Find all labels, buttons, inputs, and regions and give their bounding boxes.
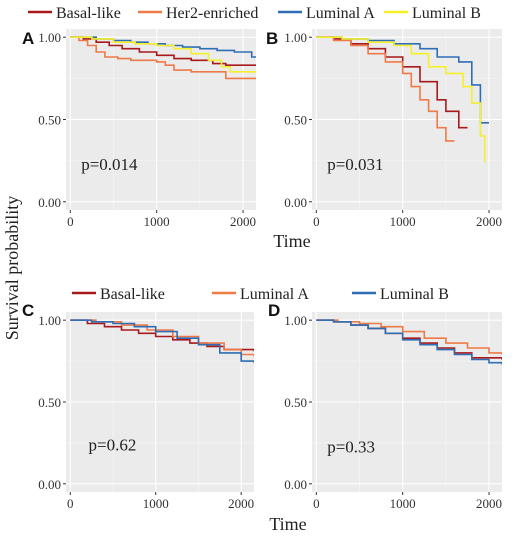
series-line-luminal-b [316, 319, 502, 365]
x-tick-label: 1000 [390, 496, 416, 511]
x-tick-label: 2000 [476, 496, 502, 511]
p-value: p=0.031 [327, 155, 383, 174]
panel-label: B [266, 29, 278, 48]
y-axis-label: Survival probability [2, 196, 22, 340]
x-tick-label: 2000 [476, 214, 502, 229]
y-tick-label: 0.00 [284, 195, 307, 210]
y-tick-label: 0.00 [38, 195, 61, 210]
x-tick-label: 1000 [390, 214, 416, 229]
panel-d: 0 1000 2000 0.00 0.50 1.00 p=0.33 D [268, 301, 502, 511]
x-tick-label: 0 [67, 214, 74, 229]
x-tick-label: 0 [313, 496, 320, 511]
y-tick-label: 0.50 [284, 395, 307, 410]
y-tick-label: 0.50 [284, 113, 307, 128]
panel-label: C [22, 301, 34, 320]
y-tick-label: 1.00 [38, 313, 61, 328]
series-line-luminal-b [316, 36, 486, 163]
series-line-luminal-a [316, 319, 502, 355]
p-value: p=0.62 [89, 436, 137, 455]
panel-label: A [22, 29, 34, 48]
x-tick-label: 1000 [143, 496, 169, 511]
x-tick-label: 2000 [228, 496, 254, 511]
legend-label-2: Her2-enriched [166, 5, 258, 22]
panel-c: 0 1000 2000 0.00 0.50 1.00 p=0.62 C [22, 301, 254, 511]
legend-label-3: Luminal B [380, 286, 449, 303]
y-tick-label: 0.00 [284, 477, 307, 492]
p-value: p=0.33 [327, 437, 375, 456]
legend-label-4: Luminal B [412, 5, 481, 22]
series-line-her2-enriched [316, 36, 455, 142]
legend-top: Basal-like Her2-enriched Luminal A Luminal … [28, 5, 481, 22]
legend-bottom: Basal-like Luminal A Luminal B [72, 286, 449, 303]
panel-label: D [268, 301, 280, 320]
y-tick-label: 1.00 [284, 30, 307, 45]
series-line-luminal-b [70, 36, 256, 74]
y-tick-label: 0.50 [38, 113, 61, 128]
x-tick-label: 0 [313, 214, 320, 229]
legend-label-3: Luminal A [306, 5, 375, 22]
y-tick-label: 1.00 [38, 30, 61, 45]
panels: 0 1000 2000 0.00 0.50 1.00 p=0.014 A 0 1000 2000 0.… [22, 29, 502, 511]
y-tick-label: 0.50 [38, 395, 61, 410]
y-tick-label: 1.00 [284, 313, 307, 328]
top-x-axis-label: Time [273, 231, 310, 251]
x-tick-label: 2000 [230, 214, 256, 229]
series-line-basal-like [70, 36, 256, 66]
legend-label-2: Luminal A [240, 286, 309, 303]
panel-a: 0 1000 2000 0.00 0.50 1.00 p=0.014 A [22, 29, 256, 229]
y-tick-label: 0.00 [38, 477, 61, 492]
series-line-luminal-b [70, 319, 254, 363]
series-line-her2-enriched [70, 36, 256, 80]
panel-b: 0 1000 2000 0.00 0.50 1.00 p=0.031 B [266, 29, 502, 229]
bottom-x-axis-label: Time [269, 514, 306, 534]
x-tick-label: 0 [67, 496, 74, 511]
legend-label-1: Basal-like [56, 5, 121, 22]
legend-label-1: Basal-like [100, 286, 165, 303]
series-line-basal-like [70, 319, 254, 352]
p-value: p=0.014 [81, 155, 138, 174]
x-tick-label: 1000 [144, 214, 170, 229]
